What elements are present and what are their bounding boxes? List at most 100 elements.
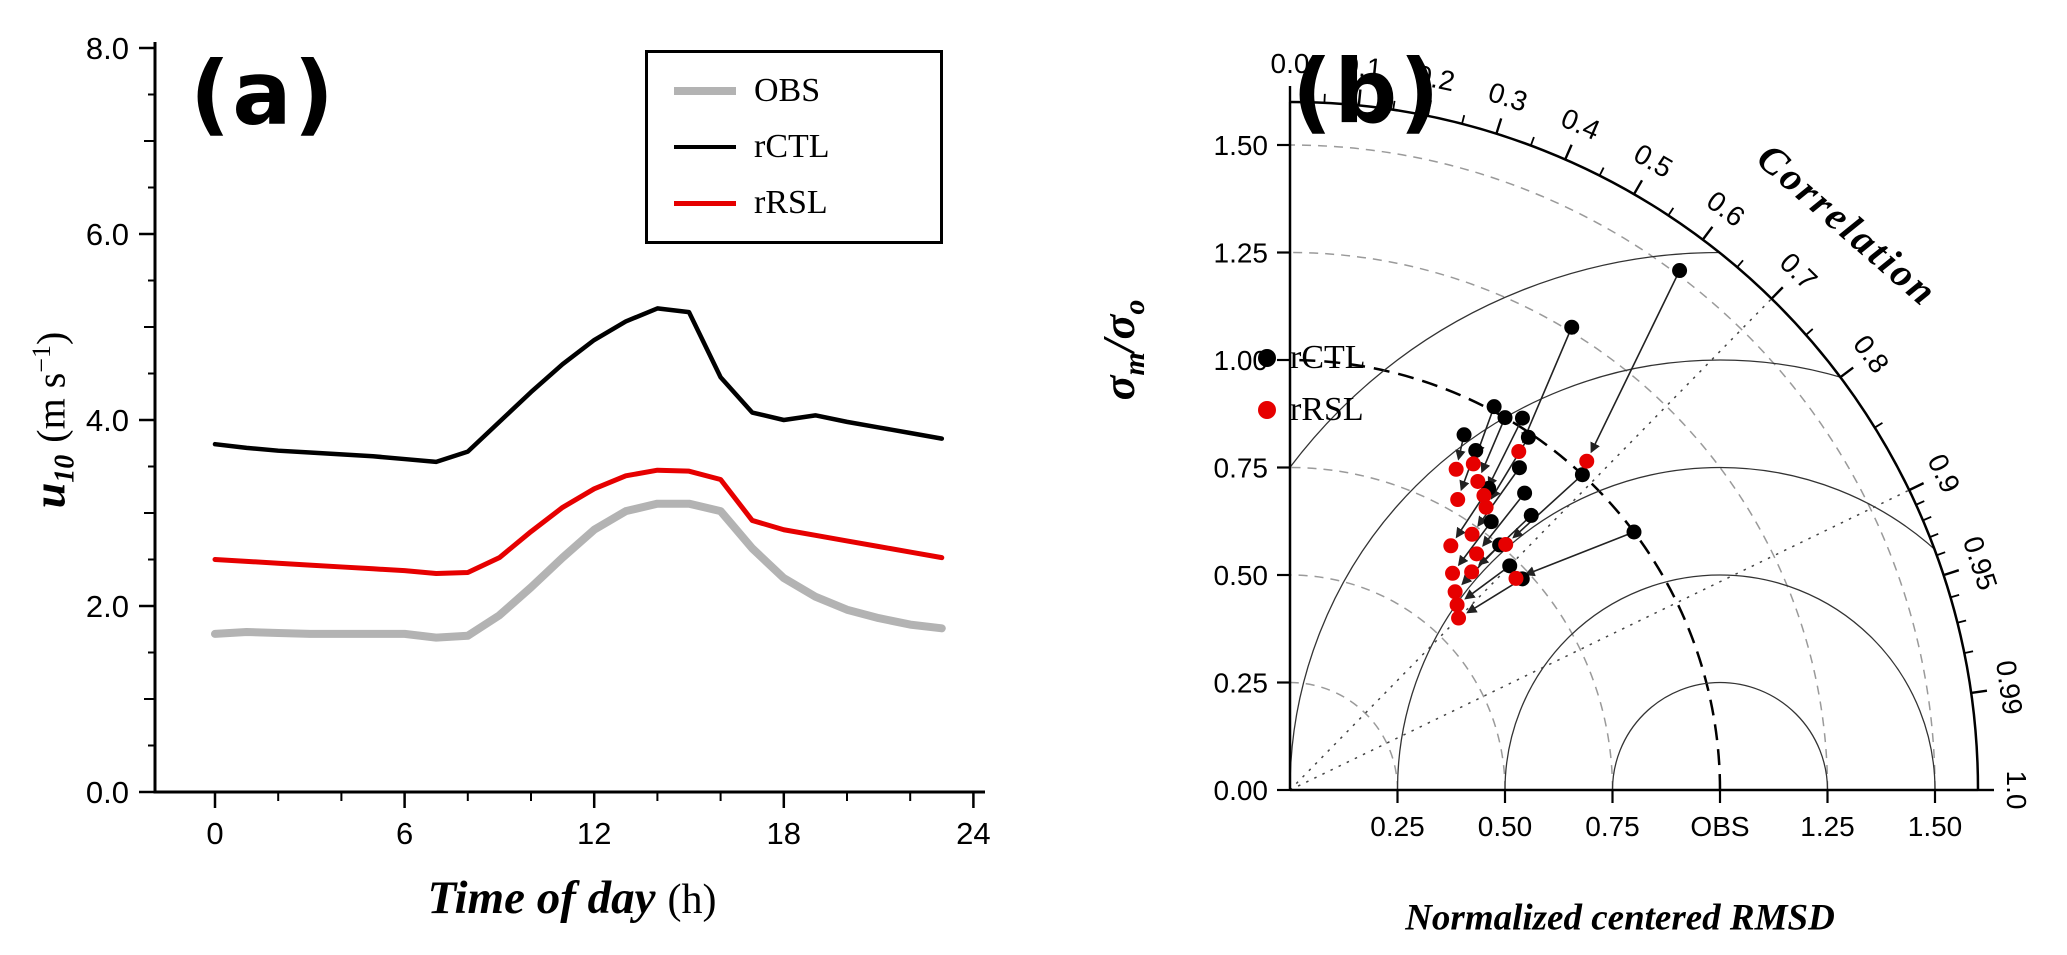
svg-text:0.5: 0.5 bbox=[1629, 138, 1678, 184]
svg-text:1.50: 1.50 bbox=[1214, 130, 1269, 161]
rrsl-point bbox=[1498, 536, 1514, 552]
rctl-point bbox=[1456, 427, 1472, 443]
rrsl-line bbox=[212, 467, 945, 576]
legend-item-rrsl: rRSL bbox=[1258, 384, 1366, 436]
rrsl-point bbox=[1511, 444, 1527, 460]
sigma-m-subscript: m bbox=[1118, 352, 1152, 376]
svg-text:0.0: 0.0 bbox=[1271, 48, 1310, 79]
legend-label-rrsl: rRSL bbox=[1290, 391, 1364, 428]
improvement-arrow bbox=[1521, 326, 1573, 444]
svg-text:0.25: 0.25 bbox=[1370, 811, 1425, 842]
sigma-o-subscript: o bbox=[1118, 299, 1152, 315]
rrsl-point bbox=[1579, 453, 1595, 469]
obs-line bbox=[211, 499, 946, 642]
rctl-point bbox=[1626, 524, 1642, 540]
svg-text:18: 18 bbox=[767, 816, 801, 851]
panel-a-legend: OBS rCTL rRSL bbox=[645, 50, 943, 244]
svg-text:0: 0 bbox=[206, 816, 223, 851]
improvement-arrow bbox=[1512, 474, 1583, 539]
y-axis-units-open: (m s bbox=[28, 372, 74, 443]
rrsl-point bbox=[1448, 461, 1464, 477]
rctl-point bbox=[1574, 467, 1590, 483]
rctl-point bbox=[1486, 399, 1502, 415]
svg-text:0.50: 0.50 bbox=[1478, 811, 1533, 842]
rrsl-point bbox=[1464, 564, 1480, 580]
svg-text:0.8: 0.8 bbox=[1847, 329, 1895, 379]
y-axis-variable: u bbox=[23, 482, 75, 509]
svg-text:0.99: 0.99 bbox=[1990, 658, 2028, 716]
svg-text:6: 6 bbox=[396, 816, 413, 851]
svg-text:6.0: 6.0 bbox=[86, 217, 129, 252]
svg-text:1.25: 1.25 bbox=[1800, 811, 1855, 842]
svg-text:1.25: 1.25 bbox=[1214, 238, 1269, 269]
svg-text:8.0: 8.0 bbox=[86, 31, 129, 66]
rrsl-point bbox=[1464, 526, 1480, 542]
rrsl-point bbox=[1469, 546, 1485, 562]
rctl-point bbox=[1514, 410, 1530, 426]
rctl-point bbox=[1511, 460, 1527, 476]
svg-text:2.0: 2.0 bbox=[86, 589, 129, 624]
svg-text:0.0: 0.0 bbox=[86, 775, 129, 810]
rrsl-point bbox=[1449, 597, 1465, 613]
rctl-point bbox=[1517, 485, 1533, 501]
panel-a-y-axis-label: u10 (m s−1) bbox=[23, 332, 82, 509]
improvement-arrow bbox=[1464, 565, 1511, 600]
panel-a: 0.0 2.0 4.0 6.0 8.0 0 6 12 18 24 (a) OBS rCTL rRS… bbox=[0, 0, 1030, 955]
panel-a-x-axis-label: Time of day (h) bbox=[428, 871, 717, 925]
svg-text:4.0: 4.0 bbox=[86, 403, 129, 438]
legend-item-rrsl: rRSL bbox=[648, 175, 940, 231]
rctl-point bbox=[1502, 558, 1518, 574]
svg-text:0.1: 0.1 bbox=[1342, 50, 1384, 85]
svg-text:0.6: 0.6 bbox=[1701, 185, 1751, 233]
svg-text:0.95: 0.95 bbox=[1957, 532, 2003, 593]
legend-label-rctl: rCTL bbox=[1290, 339, 1366, 376]
rrsl-point bbox=[1451, 610, 1467, 626]
legend-item-rctl: rCTL bbox=[648, 119, 940, 175]
rctl-dot-swatch bbox=[1258, 349, 1276, 367]
obs-line-swatch bbox=[674, 87, 736, 95]
rrsl-point bbox=[1508, 570, 1524, 586]
rrsl-point bbox=[1450, 492, 1466, 508]
sigma-m: σ bbox=[1092, 375, 1144, 401]
rrsl-point bbox=[1445, 565, 1461, 581]
panel-b-x-axis-label: Normalized centered RMSD bbox=[1405, 897, 1835, 939]
rctl-line-swatch bbox=[674, 144, 736, 150]
rrsl-point bbox=[1476, 488, 1492, 504]
panel-b-radial-axis-label: σm/σo bbox=[1092, 300, 1152, 401]
rrsl-point bbox=[1478, 499, 1494, 515]
panel-b: 0.00 0.25 0.50 0.75 1.00 1.25 1.50 0.25 0.50 0.75… bbox=[1030, 0, 2067, 955]
rrsl-dot-swatch bbox=[1258, 401, 1276, 419]
svg-text:0.00: 0.00 bbox=[1214, 775, 1269, 806]
rrsl-point bbox=[1447, 584, 1463, 600]
sigma-o: σ bbox=[1092, 314, 1144, 340]
rrsl-point bbox=[1443, 538, 1459, 554]
rctl-point bbox=[1497, 410, 1513, 426]
rrsl-point bbox=[1465, 456, 1481, 472]
svg-text:0.25: 0.25 bbox=[1214, 668, 1269, 699]
improvement-arrow bbox=[1477, 467, 1521, 528]
improvement-arrow bbox=[1524, 531, 1635, 577]
improvement-arrow bbox=[1487, 417, 1524, 488]
svg-text:0.3: 0.3 bbox=[1485, 76, 1531, 117]
panel-b-legend: rCTL rRSL bbox=[1258, 332, 1366, 436]
x-axis-title: Time of day bbox=[427, 872, 656, 924]
improvement-arrow bbox=[1590, 270, 1681, 454]
panel-b-label: (b) bbox=[1292, 40, 1442, 143]
rctl-point bbox=[1672, 263, 1688, 279]
improvement-arrow bbox=[1482, 492, 1526, 547]
svg-text:0.75: 0.75 bbox=[1585, 811, 1640, 842]
improvement-arrow bbox=[1457, 521, 1492, 567]
panel-b-taylor-diagram: 0.000.250.500.751.001.251.500.25 0.50 0.75… bbox=[1214, 48, 2033, 842]
y-axis-units-exponent: −1 bbox=[27, 345, 57, 373]
rctl-point bbox=[1483, 514, 1499, 530]
svg-text:1.50: 1.50 bbox=[1908, 811, 1963, 842]
sigma-slash: / bbox=[1092, 339, 1144, 353]
x-axis-units: (h) bbox=[667, 877, 717, 923]
svg-text:OBS: OBS bbox=[1690, 811, 1749, 842]
legend-item-rctl: rCTL bbox=[1258, 332, 1366, 384]
rctl-point bbox=[1468, 442, 1484, 458]
improvement-arrow bbox=[1480, 417, 1506, 474]
rctl-line bbox=[212, 306, 945, 465]
rctl-point bbox=[1523, 507, 1539, 523]
